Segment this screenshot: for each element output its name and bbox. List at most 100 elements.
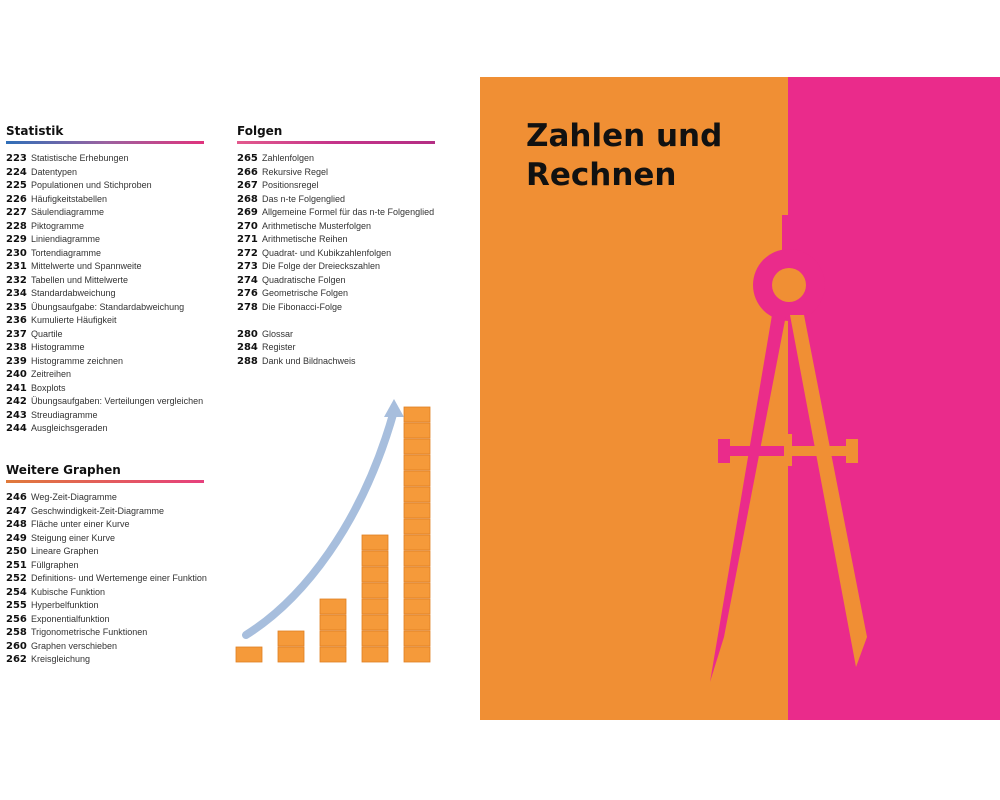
block bbox=[361, 630, 389, 647]
toc-entry: 252 Definitions- und Wertemenge einer Fun… bbox=[6, 573, 207, 587]
page-number: 224 bbox=[6, 166, 27, 178]
toc-entry: 256 Exponentialfunktion bbox=[6, 614, 204, 628]
entry-title: Quartile bbox=[31, 328, 63, 339]
page-number: 225 bbox=[6, 180, 27, 191]
entry-title: Standardabweichung bbox=[31, 288, 116, 298]
page-number: 230 bbox=[6, 247, 27, 259]
entry-title: Populationen und Stichproben bbox=[31, 180, 152, 190]
page-number: 258 bbox=[6, 627, 27, 638]
page-number: 227 bbox=[6, 207, 27, 218]
toc-list-appendix: 280 Glossar 284 Register 288 Dank und Bildnac… bbox=[237, 329, 435, 370]
toc-entry: 254 Kubische Funktion bbox=[6, 587, 204, 601]
block bbox=[319, 598, 347, 615]
entry-title: Zeitreihen bbox=[31, 369, 72, 379]
entry-title: Weg-Zeit-Diagramme bbox=[31, 492, 117, 502]
toc-entry: 234 Standardabweichung bbox=[6, 288, 204, 302]
block bbox=[403, 614, 431, 631]
cover-panel-orange bbox=[480, 77, 788, 720]
block bbox=[277, 630, 305, 647]
list-spacer bbox=[237, 315, 435, 329]
toc-section-weitere-graphen: Weitere Graphen 246 Weg-Zeit-Diagramme 247… bbox=[6, 463, 207, 668]
entry-title: Die Folge der Dreieckszahlen bbox=[262, 261, 381, 271]
entry-title: Steigung einer Kurve bbox=[31, 532, 116, 543]
page-number: 271 bbox=[237, 234, 258, 245]
page-number: 270 bbox=[237, 220, 258, 232]
block bbox=[277, 646, 305, 663]
section-heading: Folgen bbox=[237, 124, 283, 138]
toc-list: 246 Weg-Zeit-Diagramme 247 Geschwindigkeit-… bbox=[6, 492, 207, 668]
entry-title: Datentypen bbox=[31, 166, 78, 177]
page-number: 267 bbox=[237, 180, 258, 191]
block bbox=[403, 486, 431, 503]
entry-title: Trigonometrische Funktionen bbox=[31, 627, 148, 637]
entry-title: Boxplots bbox=[31, 382, 66, 393]
entry-title: Dank und Bildnachweis bbox=[262, 355, 356, 366]
toc-entry: 278 Die Fibonacci-Folge bbox=[237, 302, 435, 316]
toc-entry: 230 Tortendiagramme bbox=[6, 248, 204, 262]
block bbox=[403, 518, 431, 535]
toc-entry: 237 Quartile bbox=[6, 329, 204, 343]
block-column bbox=[277, 630, 305, 663]
entry-title: Quadrat- und Kubikzahlenfolgen bbox=[262, 247, 392, 258]
page-number: 234 bbox=[6, 288, 27, 299]
entry-title: Piktogramme bbox=[31, 220, 85, 231]
block bbox=[235, 646, 263, 663]
entry-title: Mittelwerte und Spannweite bbox=[31, 261, 142, 271]
block bbox=[403, 566, 431, 583]
page-number: 240 bbox=[6, 369, 27, 380]
entry-title: Statistische Erhebungen bbox=[31, 153, 129, 163]
toc-section-folgen: Folgen 265 Zahlenfolgen 266 Rekursive Regel… bbox=[237, 124, 435, 369]
block-column bbox=[403, 406, 431, 663]
page-number: 273 bbox=[237, 261, 258, 272]
block bbox=[319, 614, 347, 631]
page-number: 237 bbox=[6, 328, 27, 340]
page-number: 244 bbox=[6, 423, 27, 434]
toc-entry: 227 Säulendiagramme bbox=[6, 207, 204, 221]
block bbox=[361, 566, 389, 583]
toc-entry: 231 Mittelwerte und Spannweite bbox=[6, 261, 204, 275]
entry-title: Exponentialfunktion bbox=[31, 613, 110, 624]
entry-title: Kubische Funktion bbox=[31, 586, 106, 597]
toc-entry: 272 Quadrat- und Kubikzahlenfolgen bbox=[237, 248, 435, 262]
block-columns bbox=[235, 406, 431, 663]
page-number: 252 bbox=[6, 573, 27, 584]
block bbox=[361, 598, 389, 615]
toc-entry: 273 Die Folge der Dreieckszahlen bbox=[237, 261, 435, 275]
page-number: 229 bbox=[6, 234, 27, 245]
toc-entry: 232 Tabellen und Mittelwerte bbox=[6, 275, 204, 289]
section-rule bbox=[237, 141, 435, 144]
entry-title: Glossar bbox=[262, 328, 294, 339]
entry-title: Säulendiagramme bbox=[31, 207, 105, 217]
page-number: 262 bbox=[6, 654, 27, 665]
toc-entry: 269 Allgemeine Formel für das n-te Folgen… bbox=[237, 207, 435, 221]
compass-right-part bbox=[784, 315, 867, 667]
toc-entry: 260 Graphen verschieben bbox=[6, 641, 204, 655]
page-number: 254 bbox=[6, 586, 27, 598]
toc-entry: 280 Glossar bbox=[237, 329, 435, 343]
section-rule bbox=[6, 141, 204, 144]
toc-entry: 225 Populationen und Stichproben bbox=[6, 180, 204, 194]
block-column bbox=[361, 534, 389, 663]
toc-list: 265 Zahlenfolgen 266 Rekursive Regel 267 Posi… bbox=[237, 153, 435, 315]
page-number: 256 bbox=[6, 613, 27, 625]
page-number: 268 bbox=[237, 193, 258, 205]
block bbox=[361, 646, 389, 663]
toc-entry: 251 Füllgraphen bbox=[6, 560, 204, 574]
toc-entry: 248 Fläche unter einer Kurve bbox=[6, 519, 204, 533]
section-heading: Weitere Graphen bbox=[6, 463, 121, 477]
page-number: 255 bbox=[6, 600, 27, 611]
entry-title: Häufigkeitstabellen bbox=[31, 193, 108, 204]
page-number: 242 bbox=[6, 396, 27, 407]
entry-title: Allgemeine Formel für das n-te Folgengli… bbox=[262, 207, 435, 217]
toc-entry: 270 Arithmetische Musterfolgen bbox=[237, 221, 435, 235]
chapter-cover: Zahlen und Rechnen bbox=[480, 77, 1000, 720]
toc-entry: 243 Streudiagramme bbox=[6, 410, 204, 424]
entry-title: Tortendiagramme bbox=[31, 247, 102, 258]
section-heading: Statistik bbox=[6, 124, 64, 138]
page-number: 231 bbox=[6, 261, 27, 272]
entry-title: Register bbox=[262, 342, 296, 352]
toc-entry: 247 Geschwindigkeit-Zeit-Diagramme bbox=[6, 506, 204, 520]
entry-title: Positionsregel bbox=[262, 180, 319, 190]
page-number: 274 bbox=[237, 274, 258, 286]
page-number: 272 bbox=[237, 247, 258, 259]
